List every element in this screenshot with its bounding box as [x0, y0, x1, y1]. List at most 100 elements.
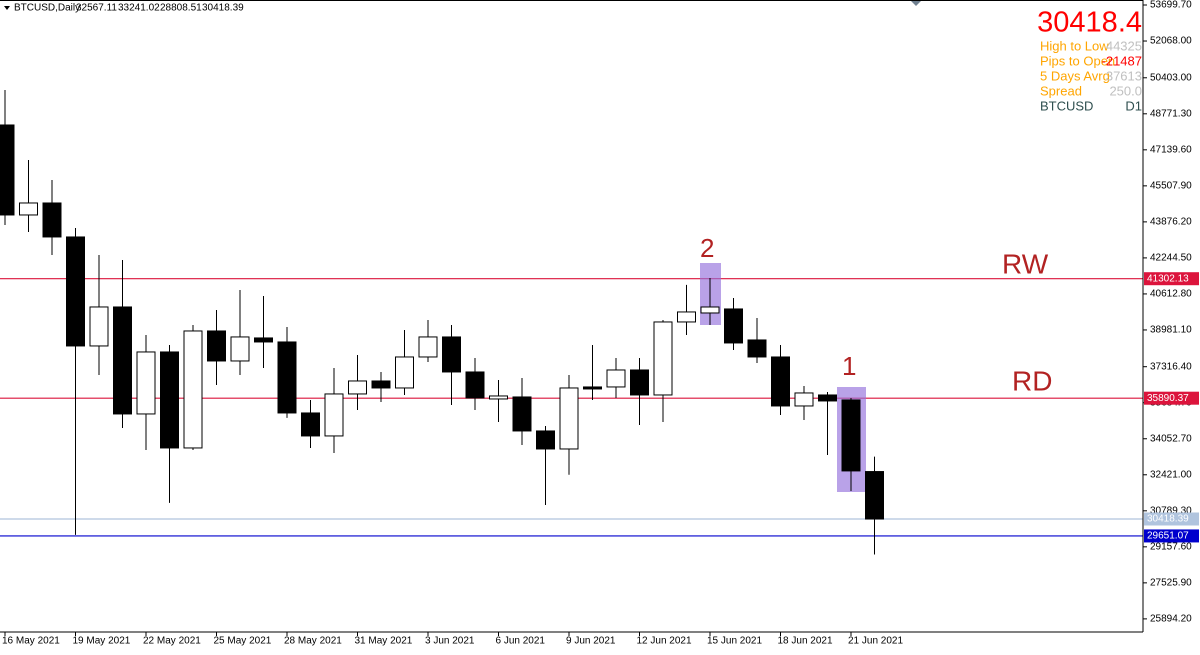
- level-price-box: [1144, 529, 1199, 543]
- info-label: High to Low: [1040, 38, 1109, 53]
- candle-body: [794, 392, 814, 407]
- level-price-label: 29651.07: [1147, 531, 1189, 542]
- candle-body: [724, 308, 743, 344]
- y-tick-label: 50403.00: [1150, 72, 1192, 83]
- candle-body: [465, 371, 485, 399]
- ohlc-open: 32567.11: [76, 3, 117, 14]
- ohlc-high: 33241.02: [118, 3, 160, 14]
- x-tick-label: 28 May 2021: [284, 636, 342, 647]
- x-tick-label: 21 Jun 2021: [848, 636, 903, 647]
- shift-marker: [911, 1, 921, 6]
- info-price: 30418.4: [1037, 7, 1142, 39]
- y-tick-label: 40612.80: [1150, 289, 1192, 300]
- candle-body: [183, 330, 203, 449]
- candle-body: [324, 393, 344, 437]
- level-price-box: [1144, 391, 1199, 405]
- level-price-box: [1144, 272, 1199, 286]
- chart-title: BTCUSD,Daily: [14, 3, 80, 14]
- candle-body: [677, 311, 696, 323]
- candle-body: [653, 321, 673, 396]
- candle-body: [371, 380, 391, 389]
- info-symbol: BTCUSD: [1040, 98, 1093, 113]
- x-tick-label: 19 May 2021: [73, 636, 131, 647]
- y-tick-label: 52068.00: [1150, 36, 1192, 47]
- level-label: RW: [1002, 248, 1049, 279]
- info-label: Spread: [1040, 83, 1082, 98]
- level-price-box: [1144, 512, 1199, 526]
- candle-body: [841, 399, 861, 472]
- candle-body: [771, 356, 790, 407]
- info-value: 44325: [1106, 38, 1142, 53]
- info-value: 37613: [1106, 68, 1142, 83]
- y-tick-label: 38981.10: [1150, 325, 1192, 336]
- info-timeframe: D1: [1125, 98, 1142, 113]
- x-tick-label: 3 Jun 2021: [425, 636, 475, 647]
- candle-body: [536, 430, 555, 450]
- y-tick-label: 30789.30: [1150, 505, 1192, 516]
- candles: [0, 89, 884, 555]
- info-label: Pips to Open: [1040, 53, 1115, 68]
- level-price-label: 35890.37: [1147, 393, 1189, 404]
- candle-body: [42, 202, 62, 238]
- y-tick-label: 47139.60: [1150, 144, 1192, 155]
- candle-body: [89, 306, 109, 347]
- y-tick-label: 25894.20: [1150, 614, 1192, 625]
- y-tick-label: 37316.40: [1150, 361, 1192, 372]
- level-price-label: 30418.39: [1147, 514, 1189, 525]
- candle-body: [395, 356, 414, 389]
- candle-body: [66, 236, 85, 347]
- candle-body: [630, 369, 649, 396]
- ohlc-low: 28808.51: [160, 3, 202, 14]
- candle-body: [207, 330, 226, 362]
- y-tick-label: 34052.70: [1150, 433, 1192, 444]
- candle-body: [113, 306, 132, 415]
- annotation: 1: [842, 351, 856, 381]
- x-tick-label: 25 May 2021: [214, 636, 272, 647]
- x-tick-label: 6 Jun 2021: [496, 636, 546, 647]
- candle-body: [0, 124, 15, 216]
- x-tick-label: 31 May 2021: [355, 636, 413, 647]
- x-tick-label: 16 May 2021: [2, 636, 60, 647]
- level-label: RD: [1012, 365, 1052, 396]
- menu-arrow[interactable]: [4, 6, 10, 10]
- candle-body: [512, 396, 532, 432]
- candle-body: [489, 395, 508, 400]
- info-label: 5 Days Avrg: [1040, 68, 1110, 83]
- candle-body: [301, 412, 320, 437]
- x-tick-label: 22 May 2021: [143, 636, 201, 647]
- candle-body: [136, 351, 156, 415]
- candle-body: [19, 202, 38, 216]
- y-tick-label: 53699.70: [1150, 0, 1192, 11]
- info-value: 250.0: [1109, 83, 1142, 98]
- x-tick-label: 9 Jun 2021: [566, 636, 616, 647]
- candle-body: [348, 380, 367, 395]
- candle-body: [818, 394, 837, 402]
- candle-body: [230, 336, 250, 362]
- y-tick-label: 29157.60: [1150, 541, 1192, 552]
- candle-body: [277, 341, 297, 414]
- candle-body: [747, 339, 767, 358]
- candle-body: [865, 471, 884, 520]
- candle-body: [559, 387, 579, 450]
- y-tick-label: 42244.50: [1150, 253, 1192, 264]
- y-tick-label: 27525.90: [1150, 577, 1192, 588]
- y-tick-label: 43876.20: [1150, 217, 1192, 228]
- y-tick-label: 45507.90: [1150, 180, 1192, 191]
- candle-body: [442, 336, 461, 373]
- candle-body: [583, 386, 602, 390]
- candle-body: [254, 337, 273, 343]
- ohlc-close: 30418.39: [202, 3, 244, 14]
- info-value: -21487: [1102, 53, 1142, 68]
- candle-body: [418, 336, 438, 358]
- x-tick-label: 18 Jun 2021: [778, 636, 833, 647]
- candle-body: [606, 369, 626, 388]
- candle-body: [700, 306, 720, 314]
- x-tick-label: 12 Jun 2021: [637, 636, 692, 647]
- level-price-label: 41302.13: [1147, 273, 1189, 284]
- annotation: 2: [700, 233, 714, 263]
- candle-body: [160, 351, 179, 449]
